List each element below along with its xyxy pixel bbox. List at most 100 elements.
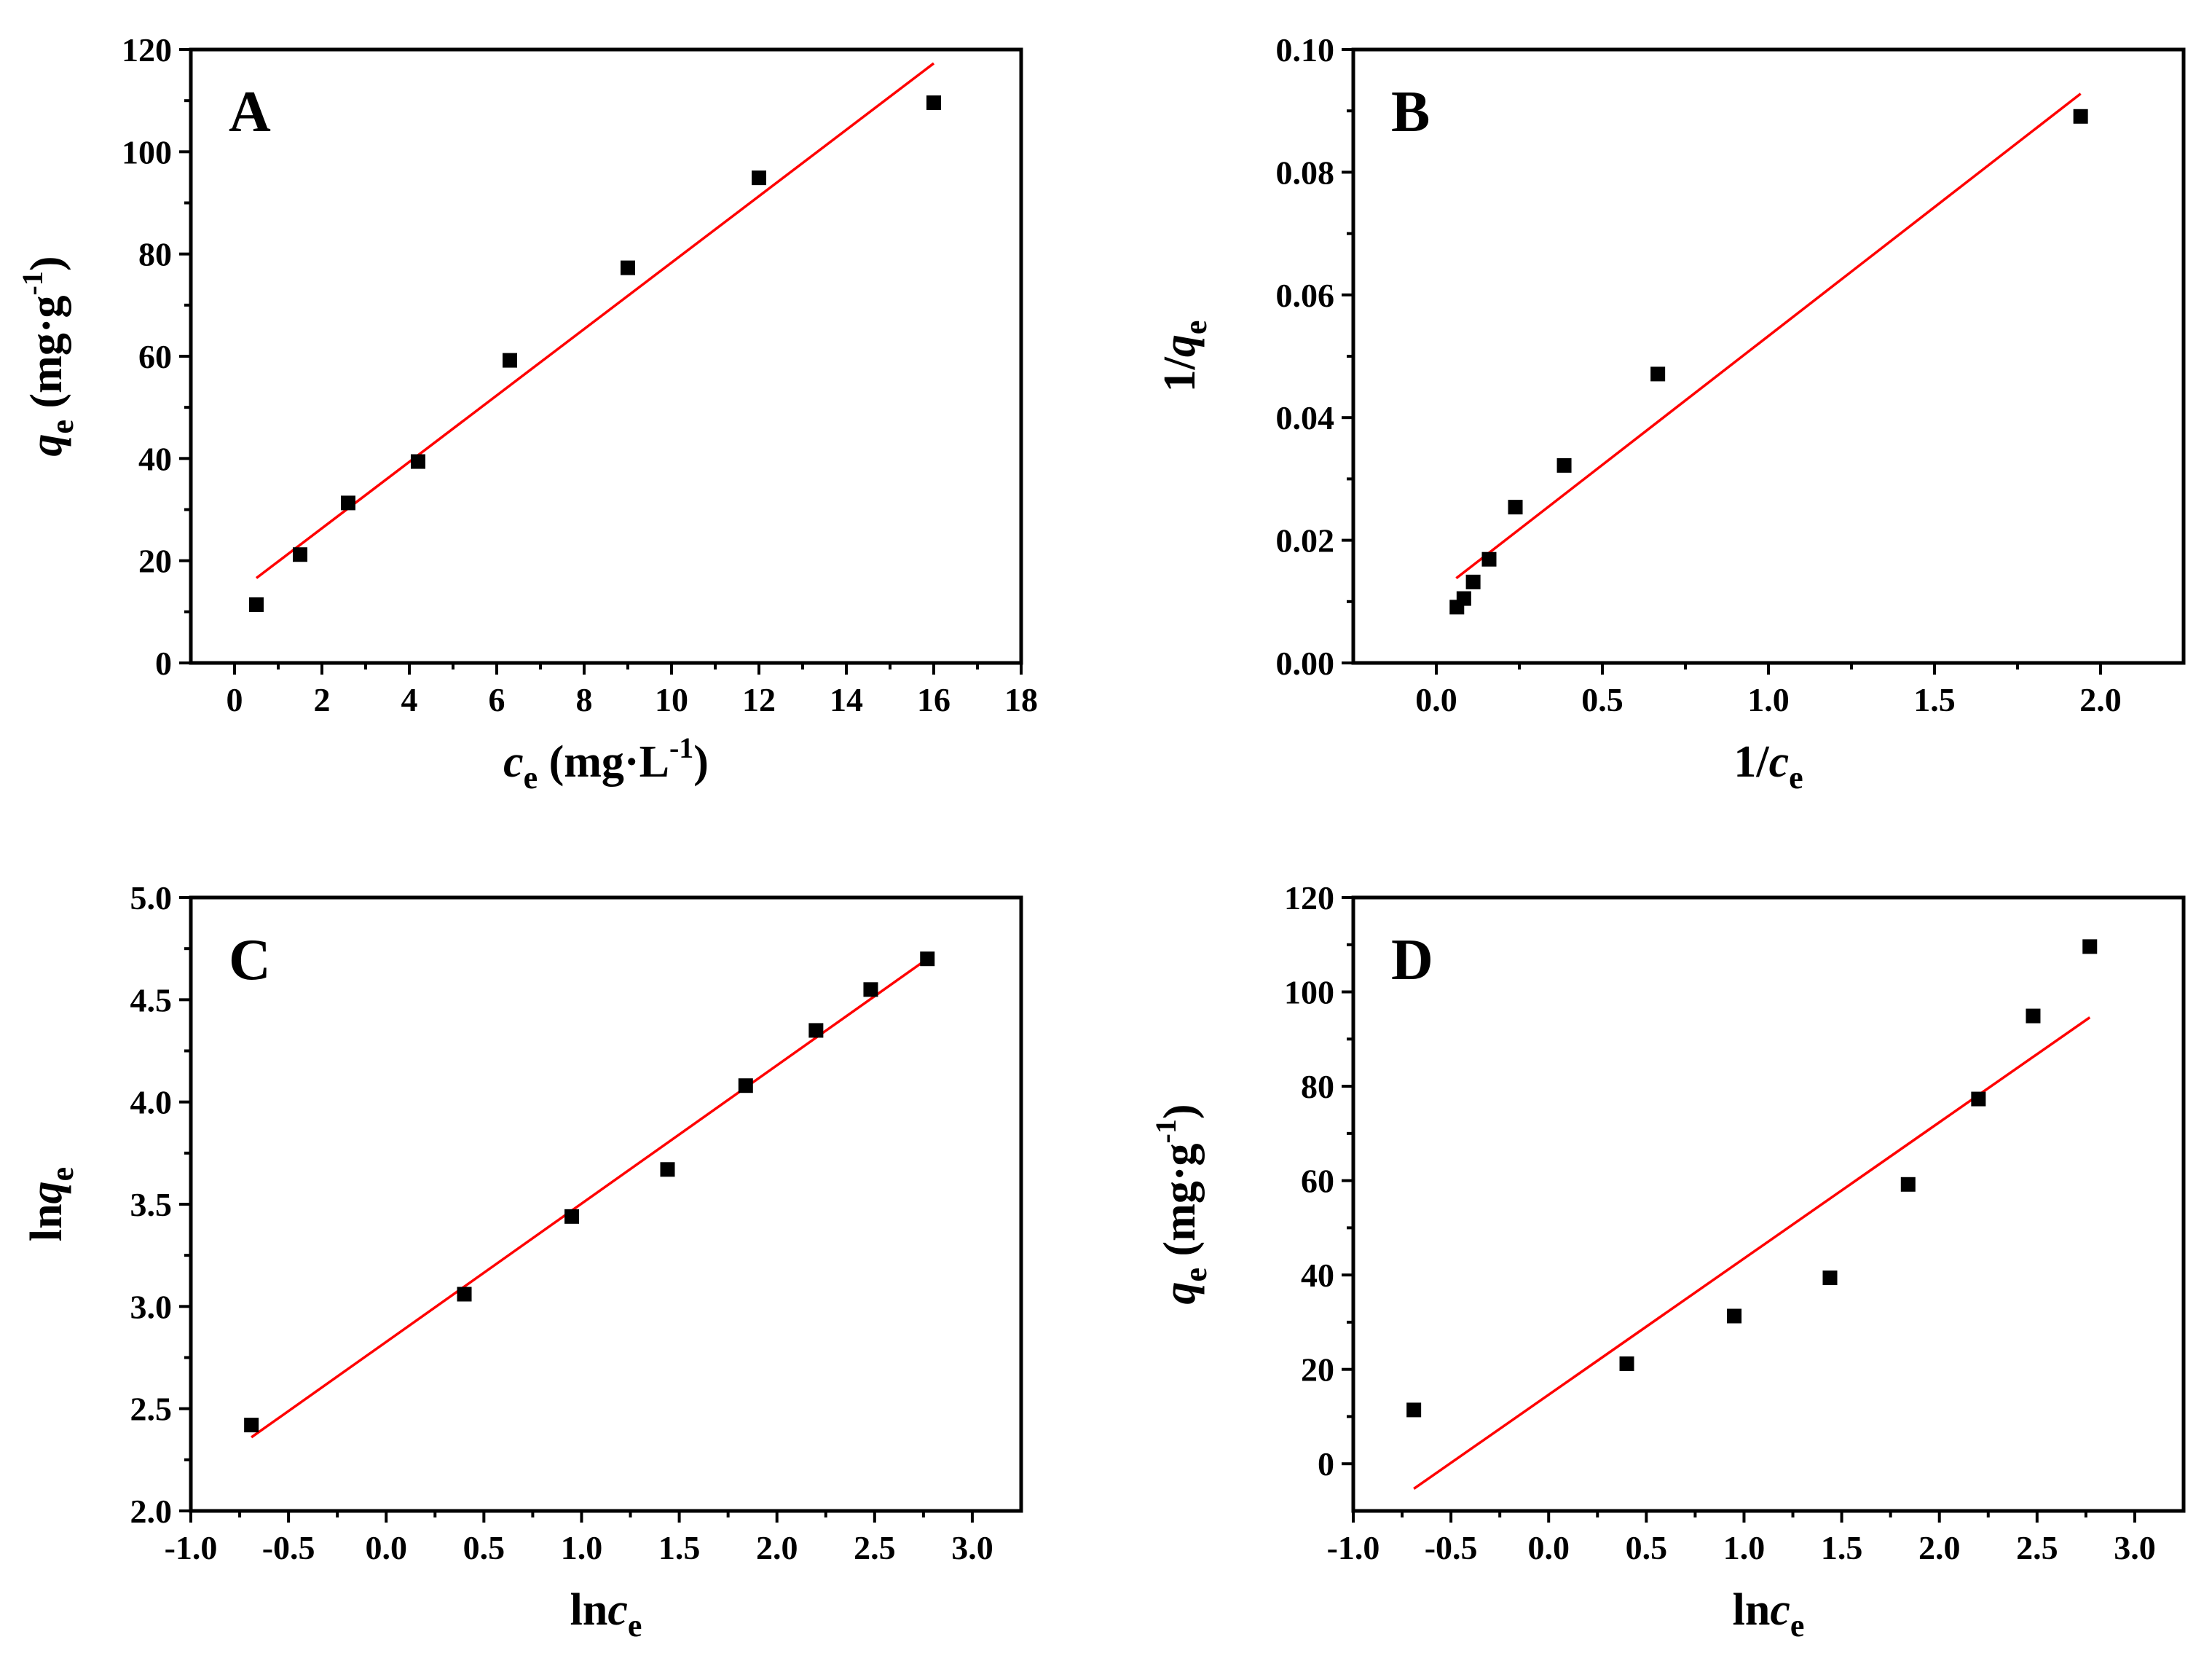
data-point	[1481, 551, 1497, 567]
y-tick-label: 60	[1301, 1163, 1334, 1200]
panel-label: D	[1391, 928, 1433, 992]
y-axis-title: qe (mg·g-1)	[1149, 1104, 1213, 1305]
x-tick-label: -0.5	[1425, 1529, 1478, 1566]
x-tick-label: 4	[401, 681, 418, 718]
plot-frame	[1351, 895, 2186, 1513]
y-tick-label: 60	[138, 338, 172, 375]
x-tick-label: 2.5	[2016, 1529, 2058, 1566]
data-point	[1900, 1177, 1916, 1192]
y-tick-label: 0.02	[1276, 522, 1335, 559]
data-point	[1650, 366, 1666, 382]
fit-line	[255, 62, 935, 579]
panel-b: 0.0 0.5 1.0 1.5 2.0 0.00 0.02 0.04 0.06 0.08 0.10 B…	[1155, 31, 2186, 796]
x-tick-label: 2.0	[2079, 681, 2122, 718]
x-tick-label: 1.0	[561, 1529, 603, 1566]
data-point	[2026, 1008, 2041, 1024]
y-tick-label: 0	[155, 645, 172, 682]
x-tick-label: 2.0	[1918, 1529, 1961, 1566]
x-tick-label: 0.0	[1415, 681, 1457, 718]
fit-line	[251, 957, 929, 1439]
x-tick-label: 16	[917, 681, 950, 718]
data-point	[808, 1023, 824, 1038]
data-point	[411, 454, 425, 469]
x-tick-label: 14	[830, 681, 863, 718]
y-tick-label: 0.08	[1276, 154, 1335, 191]
x-tick-label: 1.0	[1747, 681, 1790, 718]
x-axis-title: 1/ce	[1733, 737, 1803, 796]
data-point	[249, 597, 264, 613]
y-axis-title: qe (mg·g-1)	[16, 256, 80, 457]
plot-frame	[189, 895, 1023, 1513]
data-point	[244, 1418, 259, 1433]
data-point	[1456, 591, 1471, 606]
x-tick-label: 0.5	[1581, 681, 1623, 718]
y-tick-label: 5.0	[130, 879, 173, 916]
plot-frame	[1351, 47, 2186, 665]
x-axis-title: lnce	[1733, 1585, 1805, 1644]
fit-line	[1413, 1016, 2091, 1490]
panel-label: C	[229, 928, 271, 992]
data-point	[1556, 457, 1572, 473]
data-point	[920, 951, 935, 967]
data-point	[1971, 1091, 1986, 1107]
data-point	[738, 1078, 753, 1093]
data-point	[457, 1287, 472, 1302]
data-point	[752, 170, 766, 186]
data-point	[293, 547, 307, 562]
y-tick-label: 120	[122, 31, 172, 68]
panel-c: -1.0 -0.5 0.0 0.5 1.0 1.5 2.0 2.5 3.0 2.0 2.5 3.0 3.…	[22, 879, 1023, 1644]
panel-label: B	[1391, 80, 1430, 144]
x-tick-label: 8	[576, 681, 593, 718]
x-tick-label: -1.0	[1327, 1529, 1380, 1566]
panel-a: 0 2 4 6 8 10 12 14 16 18 0 20 40 60 80 100 120 Ace (mg·L-…	[16, 31, 1038, 796]
x-tick-label: 12	[742, 681, 776, 718]
x-tick-label: 0.5	[463, 1529, 505, 1566]
data-point	[564, 1209, 580, 1224]
data-point	[1406, 1402, 1422, 1418]
y-tick-label: 0.00	[1276, 645, 1335, 682]
y-tick-label: 120	[1284, 879, 1334, 916]
y-tick-label: 80	[138, 236, 172, 273]
x-tick-label: 0.5	[1626, 1529, 1668, 1566]
x-tick-label: 1.0	[1723, 1529, 1766, 1566]
data-point	[503, 353, 517, 368]
x-tick-label: 2.0	[756, 1529, 798, 1566]
y-tick-label: 4.0	[130, 1084, 173, 1121]
x-tick-label: 18	[1004, 681, 1038, 718]
y-tick-label: 0.06	[1276, 277, 1335, 314]
x-tick-label: 3.0	[951, 1529, 993, 1566]
x-tick-label: 1.5	[1821, 1529, 1863, 1566]
data-point	[1508, 500, 1523, 515]
y-tick-label: 40	[1301, 1257, 1334, 1294]
x-axis-title: lnce	[570, 1585, 642, 1644]
data-point	[341, 495, 355, 511]
x-tick-label: 0.0	[365, 1529, 407, 1566]
data-point	[2082, 939, 2098, 954]
y-axis-title: 1/qe	[1155, 321, 1213, 393]
y-tick-label: 2.5	[130, 1391, 173, 1428]
data-point	[1465, 574, 1481, 589]
y-tick-label: 20	[138, 543, 172, 580]
x-axis-title: ce (mg·L-1)	[503, 731, 709, 796]
fit-line	[1455, 93, 2082, 580]
data-point	[621, 260, 635, 275]
x-tick-label: 2	[314, 681, 331, 718]
x-tick-label: -1.0	[165, 1529, 218, 1566]
data-point	[926, 95, 941, 110]
y-tick-label: 2.0	[130, 1493, 173, 1530]
plot-frame	[189, 47, 1023, 665]
x-tick-label: 6	[489, 681, 505, 718]
y-axis-title: lnqe	[22, 1167, 80, 1241]
x-tick-label: 1.5	[658, 1529, 701, 1566]
x-tick-label: -0.5	[262, 1529, 315, 1566]
data-point	[1727, 1308, 1742, 1324]
y-tick-label: 100	[1284, 974, 1334, 1011]
y-tick-label: 80	[1301, 1068, 1334, 1105]
y-tick-label: 0.10	[1276, 31, 1335, 68]
y-tick-label: 40	[138, 440, 172, 477]
y-tick-label: 4.5	[130, 981, 173, 1018]
panel-d: -1.0 -0.5 0.0 0.5 1.0 1.5 2.0 2.5 3.0 0 20 40 60 80 10…	[1149, 879, 2186, 1644]
y-tick-label: 0	[1318, 1445, 1334, 1483]
y-tick-label: 100	[122, 133, 172, 170]
